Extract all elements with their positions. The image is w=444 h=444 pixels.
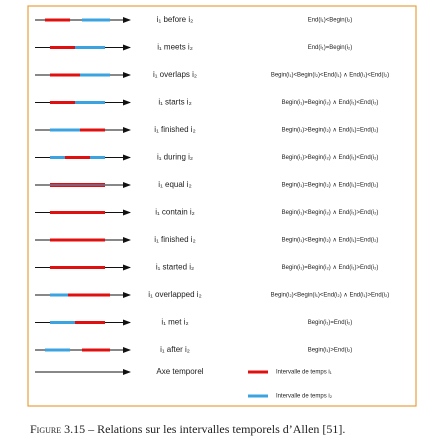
- caption-text: – Relations sur les intervalles temporel…: [87, 422, 345, 436]
- relation-label: i₁ starts i₂: [158, 98, 191, 107]
- relation-label: i₁ during i₂: [157, 153, 193, 162]
- relation-label: i₁ equal i₂: [158, 180, 191, 189]
- relation-formula: Begin(i₁)<Begin(i₂) ∧ End(i₁)>End(i₂): [282, 210, 379, 216]
- relation-label: i₁ overlaps i₂: [153, 70, 197, 79]
- legend-i2-label: Intervalle de temps i₂: [276, 394, 333, 400]
- relation-formula: Begin(i₁)=Begin(i₂) ∧ End(i₁)=End(i₂): [282, 183, 379, 189]
- relation-formula: Begin(i₁)<Begin(i₂) ∧ End(i₁)=End(i₂): [282, 238, 379, 244]
- legend-axis-label: Axe temporel: [156, 367, 203, 376]
- relation-formula: Begin(i₂)<Begin(i₁)<End(i₂) ∧ End(i₁)>En…: [271, 293, 390, 299]
- relation-formula: Begin(i₁)=End(i₂): [308, 320, 353, 326]
- relation-formula: Begin(i₁)>End(i₂): [308, 348, 353, 354]
- relation-formula: Begin(i₁)>Begin(i₂) ∧ End(i₁)<End(i₂): [282, 155, 379, 161]
- frame: [27, 5, 417, 407]
- relation-formula: End(i₁)=Begin(i₂): [308, 45, 353, 51]
- relation-label: i₁ met i₂: [161, 318, 188, 327]
- relation-label: i₁ overlapped i₂: [148, 290, 201, 299]
- relation-label: i₁ contain i₂: [155, 208, 195, 217]
- relation-label: i₁ finished i₂: [154, 125, 195, 134]
- relation-label: i₁ after i₂: [160, 345, 190, 354]
- caption: Figure 3.15 – Relations sur les interval…: [30, 422, 345, 436]
- relation-label: i₁ meets i₂: [157, 43, 193, 52]
- relation-label: i₁ started i₂: [156, 263, 194, 272]
- legend-i1-label: Intervalle de temps i₁: [276, 370, 332, 376]
- relation-label: i₁ finished i₂: [154, 235, 195, 244]
- relation-formula: End(i₁)<Begin(i₂): [308, 18, 353, 24]
- caption-number: Figure 3.15: [30, 422, 85, 436]
- relation-formula: Begin(i₁)<Begin(i₂)<End(i₁) ∧ End(i₁)<En…: [271, 73, 389, 79]
- relation-label: i₁ before i₂: [157, 15, 194, 24]
- relations: i₁ before i₂ End(i₁)<Begin(i₂) i₁ meets i₂…: [35, 15, 389, 354]
- relation-formula: Begin(i₁)=Begin(i₂) ∧ End(i₁)<End(i₂): [282, 100, 379, 106]
- relation-formula: Begin(i₁)>Begin(i₂) ∧ End(i₁)=End(i₂): [282, 128, 379, 134]
- legend: Axe temporel Intervalle de temps i₁ Inte…: [35, 367, 333, 400]
- relation-formula: Begin(i₁)=Begin(i₂) ∧ End(i₁)>End(i₂): [282, 265, 379, 271]
